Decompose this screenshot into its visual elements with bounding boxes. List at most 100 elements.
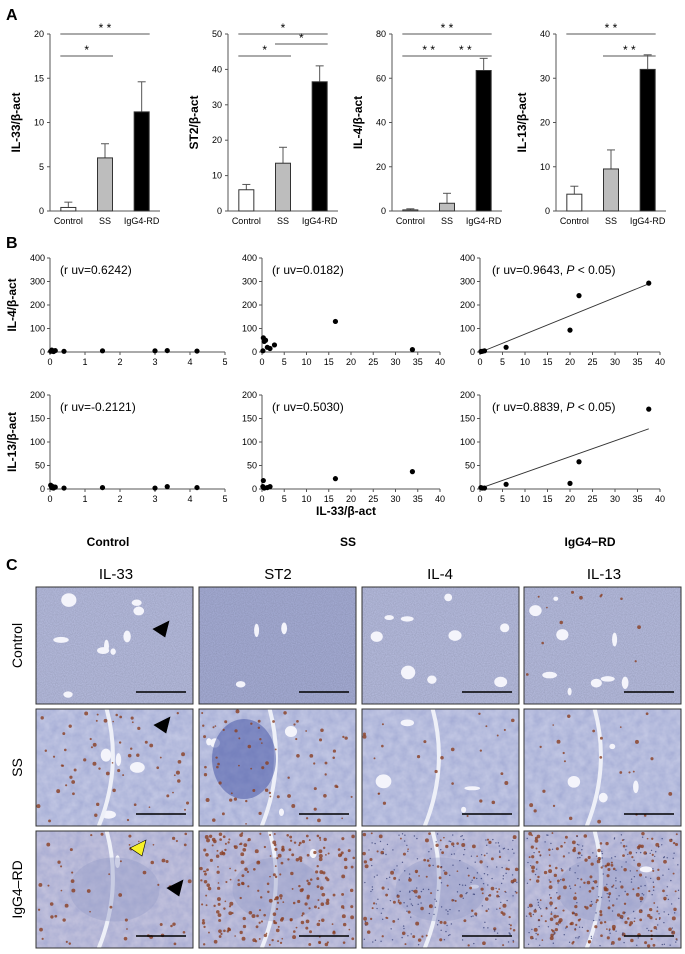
nucleus: [550, 905, 552, 907]
stained-cell: [443, 836, 445, 839]
stained-cell: [245, 799, 248, 803]
nucleus: [401, 861, 404, 864]
stained-cell: [308, 839, 311, 842]
stained-cell: [305, 834, 309, 838]
scatter-r2-c2: 0 50 100 150 200 0 5 10 15 20 25 30 35 40 (r uv=0.5030…: [242, 390, 445, 518]
stained-cell: [39, 927, 43, 932]
stained-cell: [480, 887, 484, 891]
stained-cell: [157, 883, 160, 886]
tissue-lumen: [590, 678, 602, 688]
nucleus: [463, 848, 466, 851]
nucleus: [675, 941, 677, 943]
stained-cell: [233, 845, 238, 850]
nucleus: [440, 929, 442, 931]
stained-cell: [481, 892, 484, 895]
nucleus: [651, 894, 653, 896]
nucleus: [386, 877, 388, 880]
stained-cell: [292, 901, 296, 905]
stained-cell: [182, 930, 186, 934]
stained-cell: [172, 791, 174, 794]
stained-cell: [549, 880, 552, 883]
bar-ss: [97, 157, 113, 212]
nucleus: [488, 895, 490, 897]
bar-chart-1: 0 5 10 15 20 Control SS IgG4-RD IL-33/β-act * * *: [9, 21, 160, 226]
nucleus: [503, 847, 506, 850]
stained-cell: [170, 924, 173, 928]
stained-cell: [175, 770, 180, 775]
nucleus: [466, 891, 468, 894]
nucleus: [575, 937, 577, 939]
stained-cell: [229, 901, 234, 906]
nucleus: [645, 876, 647, 878]
nucleus: [623, 838, 625, 841]
x-tick-label: 30: [610, 357, 620, 367]
nucleus: [433, 913, 435, 916]
nucleus: [445, 909, 447, 911]
stained-cell: [65, 940, 68, 943]
stained-cell: [242, 847, 247, 852]
stained-cell: [644, 941, 648, 945]
nucleus: [606, 883, 608, 886]
y-tick-label: 0: [545, 206, 550, 216]
tissue-lumen: [542, 671, 558, 679]
stained-cell: [177, 760, 182, 764]
stained-cell: [571, 912, 574, 915]
nucleus: [381, 918, 384, 921]
stained-cell: [574, 884, 577, 887]
stained-cell: [218, 781, 222, 785]
stained-cell: [612, 884, 615, 887]
stained-cell: [148, 806, 151, 809]
stained-cell: [633, 920, 636, 923]
nucleus: [654, 855, 656, 858]
tissue-lumen: [123, 630, 131, 643]
stained-cell: [252, 789, 256, 792]
nucleus: [602, 873, 604, 875]
stained-cell: [656, 910, 659, 913]
stained-cell: [424, 838, 429, 843]
nucleus: [581, 854, 583, 857]
data-point: [267, 345, 273, 352]
tissue-lumen: [400, 616, 414, 622]
x-tick-label: 3: [152, 494, 157, 504]
nucleus: [372, 941, 374, 943]
stained-cell: [656, 876, 661, 881]
stained-cell: [318, 857, 323, 862]
data-point: [194, 348, 200, 354]
stained-cell: [173, 942, 177, 946]
stained-cell: [217, 897, 221, 901]
stained-cell: [215, 854, 220, 858]
data-point: [409, 469, 416, 475]
nucleus: [590, 937, 593, 940]
tissue-lumen: [114, 855, 121, 868]
stained-cell: [541, 641, 544, 645]
stained-cell: [675, 833, 678, 836]
significance-label: * *: [422, 43, 435, 57]
stained-cell: [583, 834, 588, 838]
nucleus: [452, 845, 455, 848]
nucleus: [471, 879, 473, 882]
nucleus: [548, 879, 550, 881]
stained-cell: [557, 896, 561, 900]
stained-cell: [222, 728, 225, 732]
stained-cell: [319, 738, 323, 742]
nucleus: [639, 851, 642, 854]
nucleus: [440, 906, 443, 908]
y-tick-label: 40: [212, 64, 222, 74]
stained-cell: [159, 923, 163, 926]
data-point: [481, 348, 488, 354]
nucleus: [508, 859, 510, 862]
data-point: [52, 347, 58, 354]
stained-cell: [92, 761, 97, 766]
stained-cell: [289, 919, 293, 922]
stained-cell: [234, 935, 236, 937]
nucleus: [449, 874, 451, 876]
nucleus: [598, 919, 601, 921]
arrowhead-black-icon: [166, 879, 184, 897]
tissue-lumen: [110, 648, 116, 655]
nucleus: [404, 870, 406, 872]
tile-border: [35, 830, 194, 949]
nucleus: [447, 913, 449, 915]
nucleus: [428, 850, 430, 853]
nucleus: [620, 842, 622, 844]
stained-cell: [305, 926, 309, 930]
